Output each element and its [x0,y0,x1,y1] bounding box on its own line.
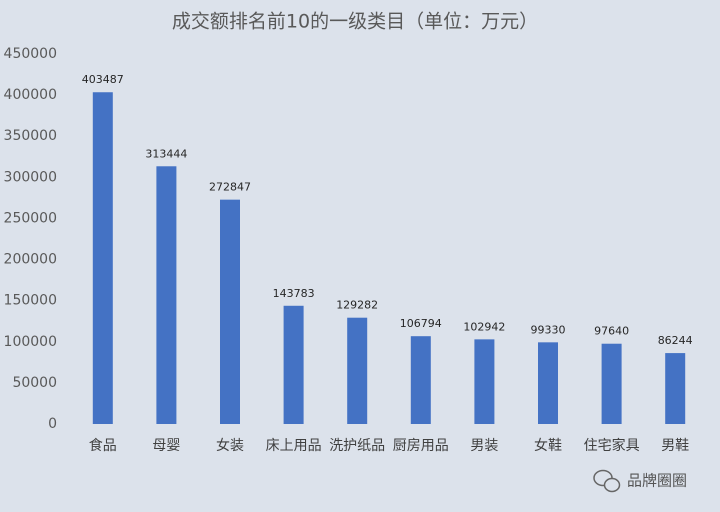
y-tick-label: 100000 [4,334,57,350]
bar [601,343,622,424]
x-tick-label: 女装 [216,437,244,454]
x-tick-label: 床上用品 [266,438,322,454]
x-tick-label: 男鞋 [661,438,689,454]
chart-title: 成交额排名前10的一级类目（单位：万元） [172,11,538,33]
data-label: 102942 [463,320,505,333]
data-label: 106794 [400,317,442,330]
bar [474,339,495,424]
y-tick-label: 150000 [4,293,57,309]
data-label: 143783 [273,287,315,300]
y-tick-label: 400000 [4,87,57,103]
bar [156,166,177,425]
watermark-icon [593,469,621,493]
bar [665,353,686,424]
x-tick-label: 男装 [470,438,498,454]
data-label: 272847 [209,181,251,194]
bar [410,336,431,424]
y-tick-label: 0 [48,416,57,432]
bar [347,317,368,424]
y-tick-label: 250000 [4,210,57,226]
y-tick-label: 50000 [12,375,57,391]
data-label: 313444 [145,147,187,160]
bar [220,199,240,424]
x-tick-label: 住宅家具 [584,437,640,454]
y-tick-label: 450000 [4,46,57,62]
bar [538,342,558,424]
x-tick-label: 厨房用品 [393,438,449,454]
bar [283,305,304,424]
y-tick-label: 350000 [4,128,57,144]
x-tick-label: 母婴 [152,438,180,454]
data-label: 99330 [531,323,566,336]
x-tick-label: 洗护纸品 [329,438,385,454]
y-tick-label: 200000 [4,252,57,268]
x-tick-label: 食品 [89,437,117,454]
data-label: 86244 [658,334,693,347]
y-tick-label: 300000 [4,169,57,185]
data-label: 129282 [336,299,378,312]
data-label: 97640 [594,325,629,338]
watermark: 品牌圈圈 [627,472,687,490]
x-tick-label: 女鞋 [534,437,562,454]
data-label: 403487 [82,73,124,86]
bar [92,92,113,424]
